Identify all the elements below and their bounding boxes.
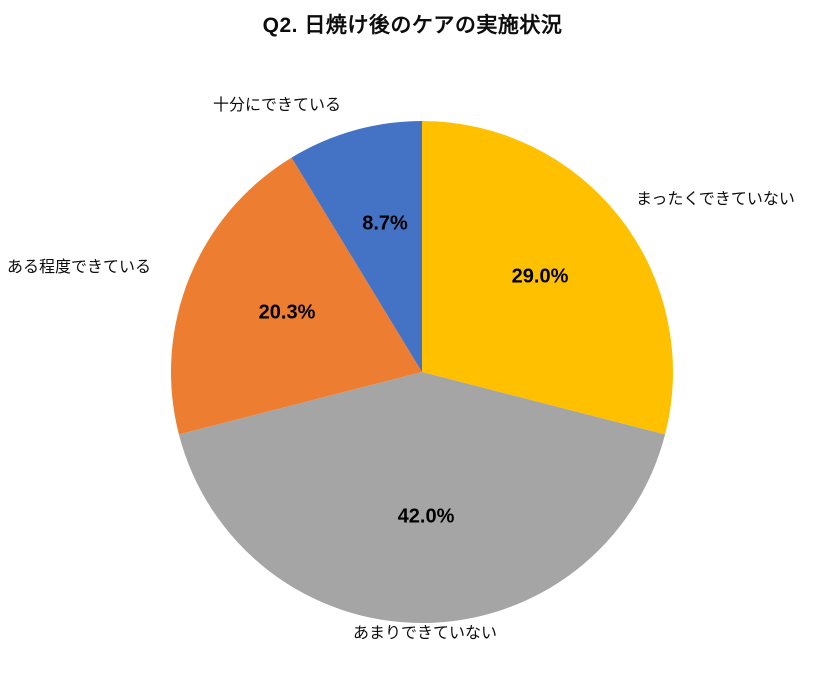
slice-value-not-at-all: 29.0% — [511, 265, 569, 288]
slice-label-somewhat: ある程度できている — [7, 259, 152, 276]
slice-value-not-much: 42.0% — [397, 505, 455, 528]
pie-slice-2 — [171, 157, 422, 435]
pie-slice-0 — [422, 121, 673, 435]
slice-value-fully: 8.7% — [362, 212, 408, 235]
slice-value-somewhat: 20.3% — [258, 301, 316, 324]
pie-slice-3 — [291, 121, 422, 372]
pie-slice-1 — [178, 372, 666, 623]
slice-label-not-at-all: まったくできていない — [636, 191, 795, 208]
slice-label-fully: 十分にできている — [212, 97, 342, 114]
slice-label-not-much: あまりできていない — [352, 625, 498, 642]
chart-title: Q2. 日焼け後のケアの実施状況 — [262, 14, 563, 37]
